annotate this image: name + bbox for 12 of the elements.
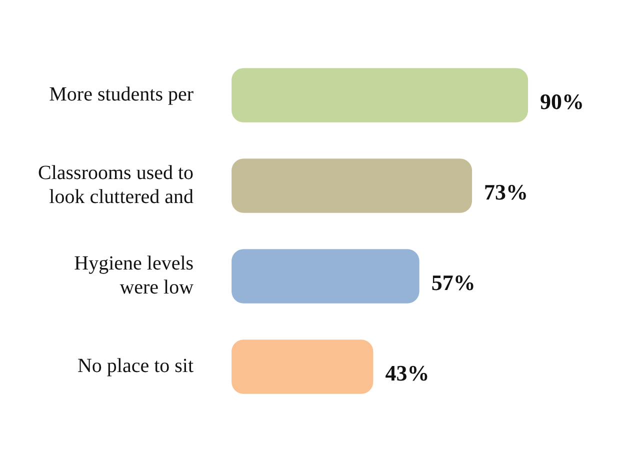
bar [232,249,420,304]
data-label: 90% [540,88,584,114]
y-tick-label: No place to sit [77,355,194,377]
y-tick-label: Classrooms used to look cluttered and [38,162,194,208]
bar [232,158,472,213]
data-label: 57% [431,270,476,295]
bar [232,340,374,394]
bar [232,68,528,122]
y-tick-label: Hygiene levels were low [74,252,194,298]
data-label: 43% [385,360,430,386]
data-label: 73% [484,179,528,204]
y-tick-label: More students per [49,84,194,106]
